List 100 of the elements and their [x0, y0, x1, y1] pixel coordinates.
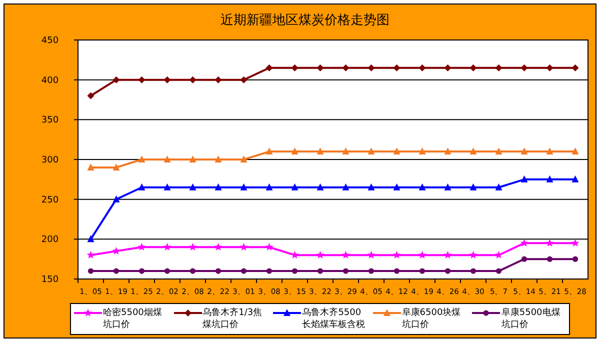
y-tick-label: 250: [41, 195, 59, 206]
point: [164, 156, 171, 162]
point: [546, 175, 554, 182]
point: [418, 250, 426, 258]
point: [138, 268, 145, 274]
point: [546, 64, 554, 72]
point: [572, 256, 578, 262]
point: [87, 235, 94, 242]
point: [163, 242, 172, 251]
point: [291, 148, 298, 155]
point: [572, 148, 579, 155]
point: [88, 268, 94, 274]
point: [292, 268, 298, 274]
point: [112, 195, 120, 202]
point: [521, 256, 528, 262]
point: [470, 148, 477, 155]
point: [316, 148, 324, 155]
point: [495, 64, 502, 72]
point: [419, 268, 426, 274]
point: [265, 242, 274, 251]
point: [214, 156, 222, 162]
legend-label: 阜康6500块煤坑口价: [402, 307, 462, 331]
point: [546, 256, 553, 262]
point: [317, 268, 324, 274]
legend-label: 哈密5500烟煤坑口价: [103, 307, 163, 331]
point: [470, 64, 477, 72]
point: [291, 183, 298, 190]
point: [87, 92, 94, 100]
point: [394, 268, 400, 274]
point: [240, 156, 248, 162]
point: [189, 156, 196, 162]
y-tick-label: 300: [41, 156, 59, 166]
point: [444, 268, 451, 274]
point: [520, 175, 528, 182]
point: [138, 156, 146, 162]
point: [495, 183, 502, 190]
point: [164, 76, 171, 84]
point: [368, 64, 375, 72]
point: [112, 76, 120, 84]
point: [214, 76, 222, 84]
point: [520, 148, 528, 155]
point: [572, 175, 579, 182]
point: [392, 250, 401, 258]
point: [240, 76, 248, 84]
point: [393, 64, 400, 72]
point: [444, 183, 452, 190]
point: [138, 242, 146, 251]
point: [546, 148, 554, 155]
point: [240, 242, 248, 251]
legend-label: 阜康5500电煤坑口价: [501, 307, 562, 331]
point: [342, 250, 350, 258]
point: [546, 238, 554, 247]
point: [367, 250, 376, 258]
point: [113, 268, 120, 274]
point: [215, 268, 222, 274]
point: [188, 242, 197, 251]
y-tick-label: 400: [41, 76, 59, 86]
point: [164, 183, 171, 190]
point: [112, 246, 120, 255]
point: [342, 148, 350, 155]
point: [494, 250, 503, 258]
point: [189, 76, 196, 84]
point: [495, 148, 502, 155]
legend-label: 乌鲁木齐5500长焰煤车板含税: [302, 307, 366, 331]
point: [342, 183, 350, 190]
point: [418, 183, 426, 190]
point: [164, 268, 170, 274]
point: [266, 64, 273, 72]
point: [112, 163, 120, 170]
point: [138, 76, 146, 84]
point: [138, 183, 146, 190]
point: [266, 268, 272, 274]
point: [470, 268, 476, 274]
point: [190, 268, 196, 274]
point: [266, 183, 273, 190]
point: [572, 64, 579, 72]
y-tick-label: 200: [41, 235, 59, 246]
point: [266, 148, 273, 155]
point: [368, 183, 375, 190]
point: [571, 238, 580, 247]
point: [240, 183, 248, 190]
point: [393, 148, 400, 155]
point: [240, 268, 247, 274]
y-tick-label: 150: [41, 275, 59, 285]
point: [316, 183, 324, 190]
point: [368, 268, 374, 274]
point: [418, 64, 426, 72]
point: [87, 163, 94, 170]
y-tick-label: 350: [41, 116, 59, 126]
point: [342, 268, 349, 274]
point: [189, 183, 196, 190]
point: [444, 250, 452, 258]
point: [470, 183, 477, 190]
point: [214, 183, 222, 190]
point: [418, 148, 426, 155]
point: [496, 268, 502, 274]
point: [316, 64, 324, 72]
title: 近期新疆地区煤炭价格走势图: [220, 13, 390, 28]
point: [520, 64, 528, 72]
point: [444, 148, 452, 155]
